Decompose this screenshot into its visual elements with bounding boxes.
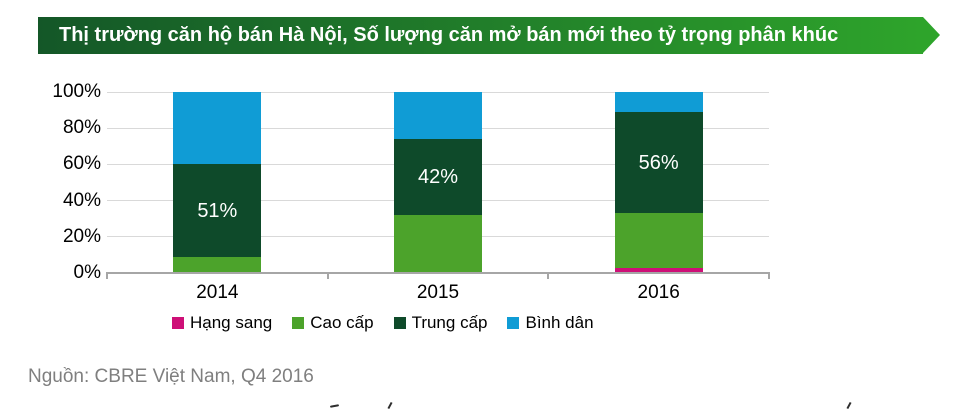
bar-segment-trung-cấp: 42% — [394, 139, 482, 216]
legend-item-bình-dân: Bình dân — [507, 313, 594, 333]
legend-label: Bình dân — [525, 313, 594, 332]
legend-swatch-icon — [507, 317, 520, 329]
legend-item-hạng-sang: Hạng sang — [172, 313, 272, 333]
bar-segment-cao-cấp — [614, 213, 703, 268]
bar-segment-hạng-sang — [614, 267, 703, 273]
y-axis-tick-label: 40% — [62, 189, 101, 211]
bar-segment-trung-cấp: 51% — [173, 164, 262, 257]
x-axis-category-label: 2014 — [196, 282, 239, 303]
x-axis-tick — [547, 274, 550, 279]
y-axis-tick-label: 20% — [62, 225, 101, 247]
y-axis-tick-label: 80% — [62, 117, 101, 139]
bar-segment-cao-cấp — [173, 256, 262, 273]
bar-segment-trung-cấp: 56% — [614, 111, 703, 214]
legend-swatch-icon — [172, 317, 184, 329]
legend-item-cao-cấp: Cao cấp — [292, 313, 374, 333]
title-banner: Thị trường căn hộ bán Hà Nội, Số lượng c… — [38, 17, 923, 54]
x-axis-category-label: 2016 — [637, 282, 680, 303]
y-axis-tick-label: 60% — [62, 153, 101, 175]
x-axis-line — [106, 272, 770, 274]
x-axis-category-label: 2015 — [416, 282, 460, 303]
y-axis-tick-label: 0% — [73, 262, 101, 283]
legend-label: Hạng sang — [190, 313, 273, 332]
bar-segment-cao-cấp — [394, 215, 482, 273]
legend-label: Trung cấp — [411, 313, 488, 332]
bar-data-label: 42% — [417, 166, 459, 189]
clipped-text-fragment — [846, 401, 852, 410]
page-title: Thị trường căn hộ bán Hà Nội, Số lượng c… — [59, 24, 839, 46]
source-note: Nguồn: CBRE Việt Nam, Q4 2016 — [28, 366, 314, 387]
x-axis-tick — [106, 274, 108, 279]
bar-segment-bình-dân — [173, 92, 262, 165]
legend-swatch-icon — [292, 317, 305, 329]
x-axis-tick — [326, 274, 329, 279]
banner-arrow-icon — [923, 17, 940, 53]
bar-segment-bình-dân — [394, 92, 482, 140]
legend-swatch-icon — [393, 317, 406, 329]
bar-segment-bình-dân — [614, 92, 703, 112]
y-axis-tick-label: 100% — [52, 81, 101, 102]
x-axis-tick — [768, 274, 770, 279]
clipped-text-fragment — [329, 404, 340, 408]
legend-item-trung-cấp: Trung cấp — [393, 313, 488, 333]
bar-data-label: 56% — [638, 151, 679, 174]
clipped-text-fragment — [387, 401, 393, 410]
legend-label: Cao cấp — [310, 313, 374, 332]
bar-data-label: 51% — [197, 199, 238, 222]
chart-legend: Hạng sang Cao cấp Trung cấp Bình dân — [172, 311, 594, 335]
